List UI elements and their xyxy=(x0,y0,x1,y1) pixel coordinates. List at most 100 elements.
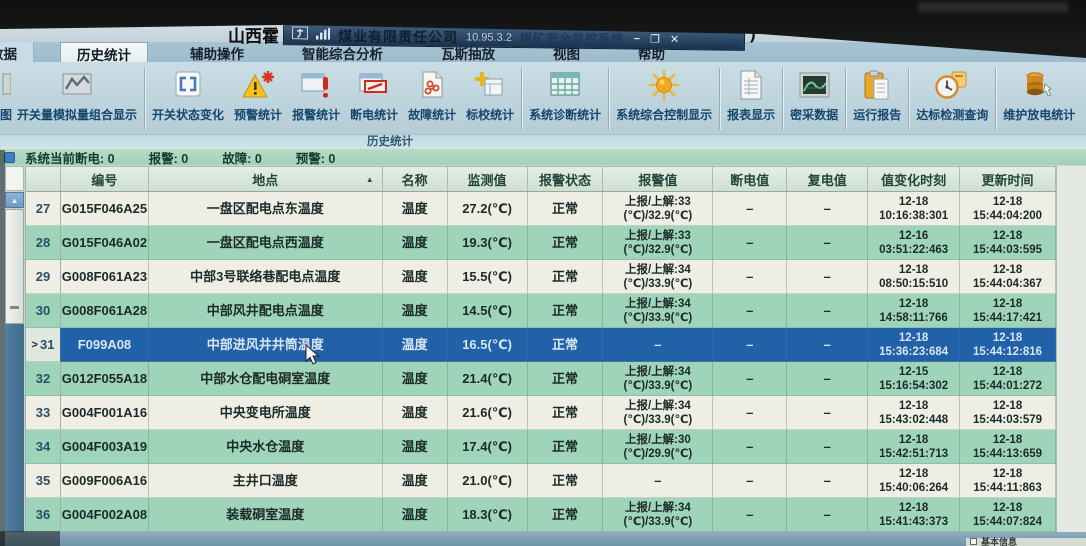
cell-update-time[interactable]: 12-18 15:44:11:863 xyxy=(960,464,1056,498)
cell-sensor-id[interactable]: G004F002A08 xyxy=(60,498,149,532)
cell-cutoff-value[interactable]: – xyxy=(713,396,788,430)
cell-sensor-name[interactable]: 温度 xyxy=(382,430,448,464)
cell-sensor-name[interactable]: 温度 xyxy=(382,464,448,498)
cell-location[interactable]: 中央变电所温度 xyxy=(148,396,383,430)
cell-alarm-value[interactable]: 上报/上解:34 (℃)/33.9(℃) xyxy=(603,260,714,294)
row-number-cell[interactable]: 30 xyxy=(26,294,61,328)
table-row[interactable]: 34 G004F003A19 中央水仓温度 温度 17.4(℃) 正常 上报/上解:30 (℃… xyxy=(26,430,1056,464)
cell-alarm-status[interactable]: 正常 xyxy=(527,430,604,464)
cell-restore-value[interactable]: – xyxy=(787,362,869,396)
cell-change-time[interactable]: 12-18 15:43:02:448 xyxy=(868,396,961,430)
cell-update-time[interactable]: 12-18 15:44:04:367 xyxy=(960,260,1056,294)
cell-restore-value[interactable]: – xyxy=(787,464,869,498)
cell-monitor-value[interactable]: 16.5(℃) xyxy=(447,328,528,362)
row-number-cell[interactable]: 36 xyxy=(26,498,61,532)
cell-update-time[interactable]: 12-18 15:44:13:659 xyxy=(960,430,1056,464)
toolbar-button-sys-ctrl[interactable]: 系统综合控制显示 xyxy=(611,64,717,134)
cell-monitor-value[interactable]: 18.3(℃) xyxy=(447,498,528,532)
toolbar-button-sys-diag[interactable]: 系统诊断统计 xyxy=(524,64,606,134)
cell-update-time[interactable]: 12-18 15:44:17:421 xyxy=(960,294,1056,328)
cell-sensor-id[interactable]: G008F061A23 xyxy=(60,260,149,294)
toolbar-button-dense-data[interactable]: 密采数据 xyxy=(785,64,843,134)
toolbar-button-report[interactable]: 报表显示 xyxy=(722,64,780,134)
cell-cutoff-value[interactable]: – xyxy=(713,260,788,294)
cell-restore-value[interactable]: – xyxy=(787,328,869,362)
restore-button[interactable]: ❐ xyxy=(649,33,660,46)
table-row[interactable]: 33 G004F001A16 中央变电所温度 温度 21.6(℃) 正常 上报/上解:34(… xyxy=(26,396,1056,430)
cell-cutoff-value[interactable]: – xyxy=(713,498,788,532)
cell-alarm-status[interactable]: 正常 xyxy=(527,192,604,226)
cell-sensor-name[interactable]: 温度 xyxy=(382,192,448,226)
column-header-7[interactable]: 断电值 xyxy=(713,167,788,191)
cell-restore-value[interactable]: – xyxy=(787,396,869,430)
cell-monitor-value[interactable]: 14.5(℃) xyxy=(447,294,528,328)
cell-sensor-name[interactable]: 温度 xyxy=(382,328,448,362)
cell-restore-value[interactable]: – xyxy=(787,430,869,464)
table-row[interactable]: 27 G015F046A25 一盘区配电点东温度 温度 27.2(℃) 正常 上报/上解:3… xyxy=(26,192,1056,226)
cell-change-time[interactable]: 12-18 15:42:51:713 xyxy=(868,430,961,464)
toolbar-button-calib[interactable]: 标校统计 xyxy=(461,64,519,134)
cell-location[interactable]: 中央水仓温度 xyxy=(148,430,383,464)
cell-monitor-value[interactable]: 21.0(℃) xyxy=(447,464,528,498)
table-row[interactable]: 32 G012F055A18 中部水仓配电硐室温度 温度 21.4(℃) 正常 上报/上解:… xyxy=(26,362,1056,396)
basic-info-checkbox[interactable] xyxy=(970,538,977,545)
cell-alarm-value[interactable]: – xyxy=(603,464,714,498)
cell-restore-value[interactable]: – xyxy=(787,294,869,328)
cell-alarm-status[interactable]: 正常 xyxy=(527,464,604,498)
column-header-5[interactable]: 报警状态 xyxy=(528,167,604,191)
cell-cutoff-value[interactable]: – xyxy=(713,464,788,498)
column-header-1[interactable]: 编号 xyxy=(61,167,149,191)
toolbar-button-cutoff[interactable]: 断电统计 xyxy=(345,64,403,134)
vertical-scrollbar[interactable]: ▲ xyxy=(5,166,24,532)
cell-alarm-value[interactable]: 上报/上解:33 (℃)/32.9(℃) xyxy=(603,226,714,260)
row-number-cell[interactable]: 27 xyxy=(26,192,61,226)
cell-change-time[interactable]: 12-15 15:16:54:302 xyxy=(868,362,961,396)
row-number-cell[interactable]: 35 xyxy=(26,464,61,498)
cell-alarm-status[interactable]: 正常 xyxy=(527,260,604,294)
cell-cutoff-value[interactable]: – xyxy=(713,226,788,260)
cell-sensor-name[interactable]: 温度 xyxy=(382,294,448,328)
table-row[interactable]: 29 G008F061A23 中部3号联络巷配电点温度 温度 15.5(℃) 正常 上报/上… xyxy=(26,260,1056,294)
row-number-cell[interactable]: 29 xyxy=(26,260,61,294)
cell-alarm-value[interactable]: 上报/上解:34 (℃)/33.9(℃) xyxy=(603,362,714,396)
scrollbar-track[interactable] xyxy=(5,324,24,532)
table-row[interactable]: 36 G004F002A08 装载硐室温度 温度 18.3(℃) 正常 上报/上解:34 (℃… xyxy=(26,498,1056,532)
column-header-9[interactable]: 值变化时刻 xyxy=(868,167,961,191)
cell-alarm-value[interactable]: 上报/上解:30 (℃)/29.9(℃) xyxy=(603,430,714,464)
table-row[interactable]: 28 G015F046A02 一盘区配电点西温度 温度 19.3(℃) 正常 上报/上解:3… xyxy=(26,226,1056,260)
close-button[interactable]: ✕ xyxy=(669,33,680,47)
cell-sensor-id[interactable]: G004F003A19 xyxy=(60,430,149,464)
cell-alarm-value[interactable]: 上报/上解:34 (℃)/33.9(℃) xyxy=(603,294,714,328)
cell-sensor-name[interactable]: 温度 xyxy=(382,362,448,396)
cell-sensor-id[interactable]: G015F046A02 xyxy=(60,226,149,260)
column-header-6[interactable]: 报警值 xyxy=(603,167,714,191)
cell-alarm-status[interactable]: 正常 xyxy=(527,328,604,362)
cell-location[interactable]: 中部进风井井筒温度 xyxy=(148,328,383,362)
cell-restore-value[interactable]: – xyxy=(787,226,869,260)
cell-change-time[interactable]: 12-18 14:58:11:766 xyxy=(868,294,961,328)
scrollbar-thumb[interactable] xyxy=(5,209,24,324)
cell-monitor-value[interactable]: 17.4(℃) xyxy=(447,430,528,464)
row-number-cell[interactable]: 34 xyxy=(26,430,61,464)
cell-monitor-value[interactable]: 15.5(℃) xyxy=(447,260,528,294)
row-number-cell[interactable]: 33 xyxy=(26,396,61,430)
toolbar-button-fault[interactable]: 故障统计 xyxy=(403,64,461,134)
column-header-10[interactable]: 更新时间 xyxy=(960,167,1056,191)
cell-sensor-name[interactable]: 温度 xyxy=(382,260,448,294)
column-header-2[interactable]: 地点 ▲ xyxy=(149,167,383,191)
table-row[interactable]: 35 G009F006A16 主井口温度 温度 21.0(℃) 正常 – – –12-18 15:… xyxy=(26,464,1056,498)
cell-update-time[interactable]: 12-18 15:44:07:824 xyxy=(960,498,1056,532)
cell-location[interactable]: 装载硐室温度 xyxy=(148,498,383,532)
cell-monitor-value[interactable]: 19.3(℃) xyxy=(447,226,528,260)
cell-sensor-id[interactable]: G004F001A16 xyxy=(60,396,149,430)
cell-update-time[interactable]: 12-18 15:44:12:816 xyxy=(960,328,1056,362)
cell-location[interactable]: 中部风井配电点温度 xyxy=(148,294,383,328)
cell-change-time[interactable]: 12-16 03:51:22:463 xyxy=(868,226,961,260)
toolbar-button-partial-chart[interactable]: 图 xyxy=(0,64,12,134)
cell-sensor-name[interactable]: 温度 xyxy=(382,396,448,430)
cell-cutoff-value[interactable]: – xyxy=(713,362,788,396)
cell-alarm-status[interactable]: 正常 xyxy=(527,362,604,396)
cell-update-time[interactable]: 12-18 15:44:03:579 xyxy=(960,396,1056,430)
minimize-button[interactable]: – xyxy=(633,32,641,45)
cell-restore-value[interactable]: – xyxy=(787,498,869,532)
